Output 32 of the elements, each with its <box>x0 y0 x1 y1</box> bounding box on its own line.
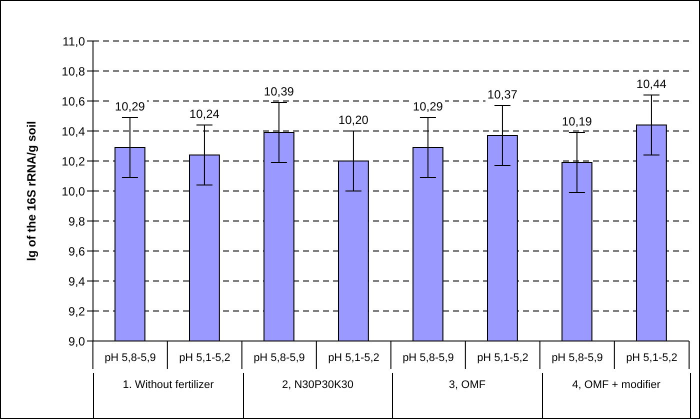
x-tick-label: pH 5,1-5,2 <box>179 352 230 364</box>
y-tick-label: 9,6 <box>68 244 86 258</box>
y-tick-label: 9,4 <box>68 274 86 288</box>
data-label: 10,20 <box>338 113 369 127</box>
y-tick-label: 10,8 <box>62 64 86 78</box>
y-tick-label: 9,0 <box>68 334 86 348</box>
y-tick-label: 11,0 <box>62 34 86 48</box>
text: 4, OMF + modifier <box>542 373 691 418</box>
y-tick-label: 10,0 <box>62 184 86 198</box>
data-label: 10,37 <box>487 88 518 102</box>
x-tick-label: pH 5,1-5,2 <box>626 352 678 364</box>
data-label: 10,19 <box>562 114 592 128</box>
y-tick-label: 9,8 <box>68 214 86 228</box>
y-tick-label: 10,6 <box>62 94 86 108</box>
data-label: 10,29 <box>114 100 146 114</box>
y-tick-label: 10,4 <box>62 124 86 138</box>
y-tick-label: 9,2 <box>68 304 86 318</box>
data-label: 10,44 <box>636 77 667 91</box>
data-label: 10,29 <box>412 100 444 114</box>
y-axis-title: lg of the 16S rRNA/g soil <box>24 120 38 262</box>
x-tick-label: pH 5,8-5,9 <box>104 352 156 364</box>
x-tick-label: pH 5,8-5,9 <box>254 352 305 364</box>
data-label: 10,39 <box>264 84 294 98</box>
text: 2, N30P30K30 <box>242 373 392 418</box>
x-tick-label: pH 5,8-5,9 <box>552 352 603 364</box>
y-tick-label: 10,2 <box>62 154 86 168</box>
text: 3, OMF <box>392 373 542 418</box>
data-label: 10,24 <box>189 107 220 121</box>
text: 1. Without fertilizer <box>93 373 242 418</box>
x-tick-label: pH 5,8-5,9 <box>402 352 454 364</box>
x-tick-label: pH 5,1-5,2 <box>328 352 380 364</box>
x-tick-label: pH 5,1-5,2 <box>477 352 528 364</box>
